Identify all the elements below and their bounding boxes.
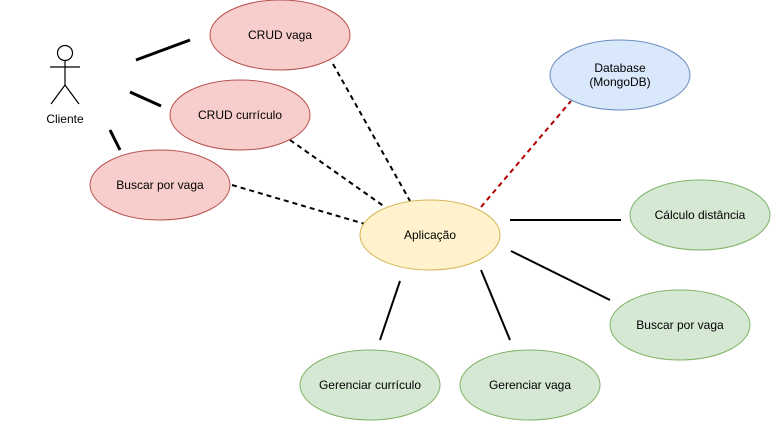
usecase-buscar-vaga-app-shape <box>609 289 751 361</box>
usecase-gerenciar-vaga[interactable]: Gerenciar vaga <box>459 349 601 421</box>
node-aplicacao-shape <box>359 199 501 271</box>
usecase-buscar-vaga-app[interactable]: Buscar por vaga <box>609 289 751 361</box>
usecase-buscar-vaga-app-label: Buscar por vaga <box>636 318 724 332</box>
usecase-gerenciar-vaga-label: Gerenciar vaga <box>489 378 571 392</box>
link-cliente-crud-vaga <box>135 38 191 62</box>
usecase-crud-curriculo[interactable]: CRUD currículo <box>169 79 311 151</box>
link-aplicacao-gerenciar-curriculo <box>379 280 401 341</box>
link-buscar-vaga-aplicacao <box>231 184 366 225</box>
usecase-gerenciar-vaga-shape <box>459 349 601 421</box>
usecase-gerenciar-curriculo-label: Gerenciar currículo <box>319 378 421 392</box>
usecase-calculo-distancia[interactable]: Cálculo distância <box>629 179 771 251</box>
link-crud-curriculo-aplicacao <box>289 139 386 208</box>
usecase-buscar-vaga-cliente-shape <box>89 149 231 221</box>
usecase-buscar-vaga-cliente-label: Buscar por vaga <box>116 178 204 192</box>
usecase-crud-vaga[interactable]: CRUD vaga <box>209 0 351 71</box>
usecase-calculo-distancia-label: Cálculo distância <box>655 208 746 222</box>
node-database[interactable]: Database (MongoDB) <box>549 39 691 111</box>
usecase-crud-curriculo-shape <box>169 79 311 151</box>
node-database-label-1: Database <box>594 61 646 75</box>
usecase-crud-vaga-shape <box>209 0 351 71</box>
link-aplicacao-database <box>480 100 572 208</box>
usecase-gerenciar-curriculo-shape <box>299 349 441 421</box>
actor-links <box>108 38 191 151</box>
actor-right-leg <box>64 84 80 105</box>
node-database-label-2: (MongoDB) <box>589 75 650 89</box>
node-aplicacao[interactable]: Aplicação <box>359 199 501 271</box>
link-cliente-crud-curriculo <box>129 90 162 108</box>
usecase-crud-vaga-label: CRUD vaga <box>248 28 312 42</box>
usecase-calculo-distancia-shape <box>629 179 771 251</box>
node-database-shape <box>549 39 691 111</box>
actor-head <box>56 44 74 62</box>
node-aplicacao-label: Aplicação <box>404 228 456 242</box>
link-cliente-buscar-vaga <box>108 129 122 151</box>
link-crud-vaga-aplicacao <box>332 63 411 202</box>
link-aplicacao-gerenciar-vaga <box>480 269 511 341</box>
actor-label: Cliente <box>46 112 84 126</box>
include-links <box>231 63 411 225</box>
actor-left-leg <box>50 84 66 105</box>
actor-cliente <box>50 44 80 105</box>
usecase-buscar-vaga-cliente[interactable]: Buscar por vaga <box>89 149 231 221</box>
link-aplicacao-buscar-vaga <box>510 250 611 301</box>
usecase-gerenciar-curriculo[interactable]: Gerenciar currículo <box>299 349 441 421</box>
usecase-crud-curriculo-label: CRUD currículo <box>198 108 282 122</box>
app-links <box>379 219 621 341</box>
